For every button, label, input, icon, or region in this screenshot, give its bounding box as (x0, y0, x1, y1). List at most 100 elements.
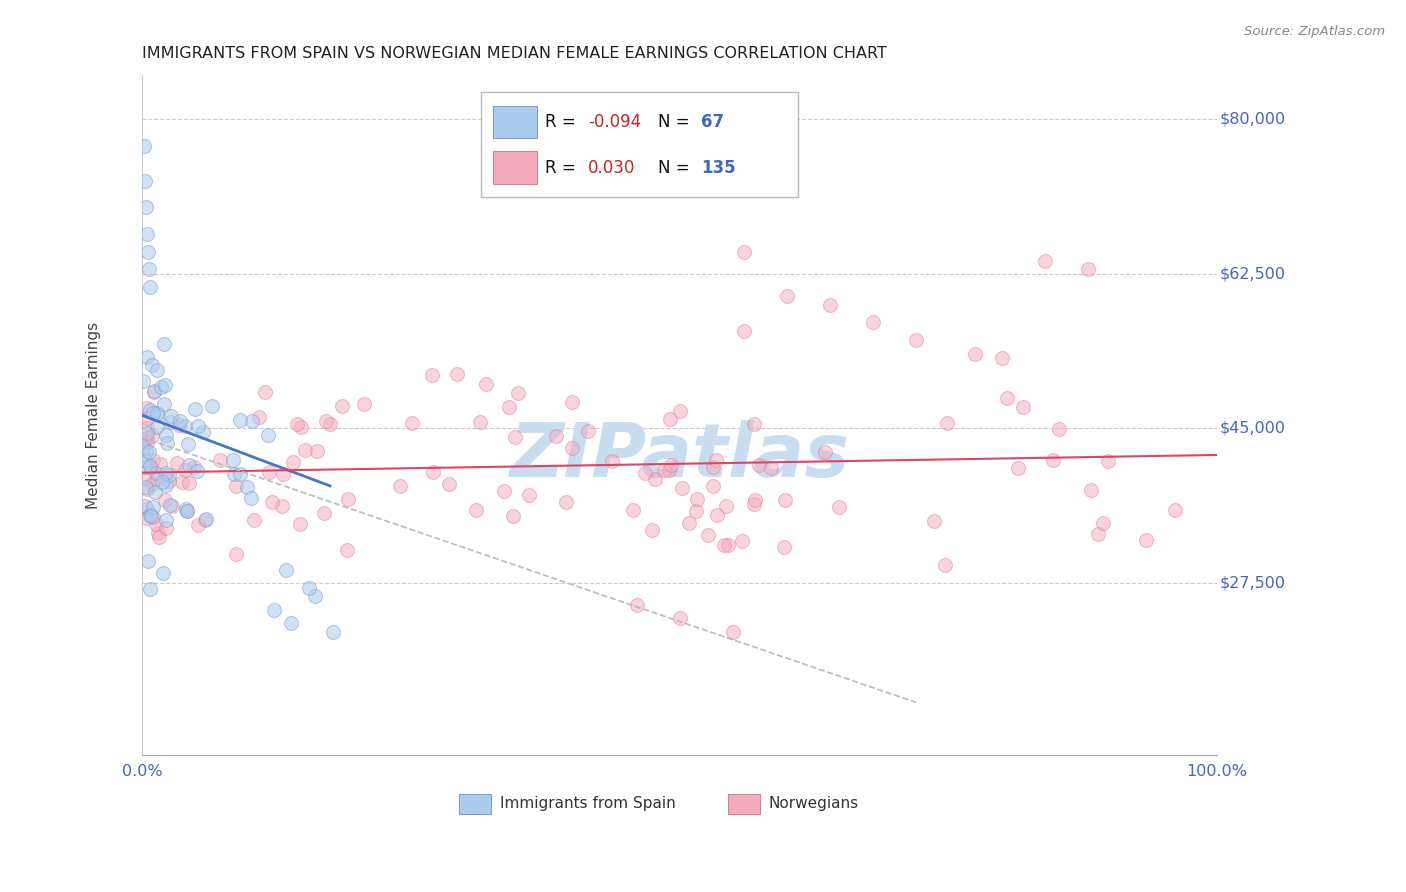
Point (139, 508, 162, 522)
Point (177, 475, 200, 490)
Point (1097, 454, 1119, 468)
Text: Source: ZipAtlas.com: Source: ZipAtlas.com (1244, 25, 1385, 38)
Point (304, 590, 326, 604)
Text: Median Female Earnings: Median Female Earnings (86, 322, 101, 508)
Point (659, 412, 682, 426)
Point (1047, 422, 1070, 436)
Point (194, 513, 217, 527)
Point (818, 298, 841, 312)
Point (257, 427, 280, 442)
Point (319, 417, 342, 432)
Point (138, 582, 160, 596)
Point (685, 491, 707, 506)
Point (322, 624, 344, 639)
Point (464, 503, 486, 517)
Point (136, 421, 159, 435)
Text: -0.094: -0.094 (588, 113, 641, 131)
Point (814, 445, 837, 459)
Point (136, 425, 159, 440)
Point (132, 442, 155, 456)
Point (135, 480, 157, 494)
Point (731, 533, 754, 548)
Point (141, 429, 163, 443)
Point (145, 516, 167, 531)
Point (270, 499, 292, 513)
Point (136, 431, 159, 445)
Point (401, 416, 423, 430)
Point (714, 499, 737, 513)
Point (280, 615, 302, 630)
Point (905, 333, 928, 347)
Point (508, 386, 530, 401)
Point (420, 368, 443, 383)
Point (924, 514, 946, 528)
Point (187, 517, 209, 532)
Point (176, 503, 198, 517)
Point (132, 374, 155, 388)
Text: R =: R = (546, 159, 581, 178)
Point (748, 458, 770, 473)
Point (193, 425, 215, 439)
Point (156, 435, 179, 450)
Point (183, 459, 205, 474)
Point (862, 315, 884, 329)
Text: N =: N = (658, 159, 695, 178)
Point (222, 453, 245, 467)
Point (136, 482, 159, 496)
Point (146, 407, 169, 421)
Point (222, 467, 245, 481)
Point (243, 513, 266, 527)
Point (141, 453, 163, 467)
Point (208, 453, 231, 467)
Point (641, 523, 664, 537)
Point (134, 452, 156, 467)
Point (150, 380, 173, 394)
Point (733, 324, 755, 338)
Point (159, 498, 181, 512)
Point (145, 467, 167, 481)
Point (145, 473, 167, 487)
Point (288, 517, 311, 532)
Point (136, 351, 159, 365)
Point (136, 554, 159, 568)
Point (176, 503, 198, 517)
Point (546, 429, 568, 443)
Point (143, 484, 166, 499)
Point (138, 262, 160, 277)
Point (1092, 516, 1115, 531)
Point (290, 420, 312, 434)
Point (263, 602, 285, 616)
Text: $27,500: $27,500 (1219, 575, 1285, 591)
Point (298, 581, 321, 595)
Point (446, 367, 468, 381)
FancyBboxPatch shape (494, 151, 537, 184)
Point (146, 420, 169, 434)
Point (336, 542, 359, 557)
Point (143, 384, 166, 399)
Point (828, 500, 851, 514)
Point (135, 444, 157, 458)
Point (274, 563, 297, 577)
Point (668, 611, 690, 625)
Point (294, 443, 316, 458)
Point (136, 411, 159, 425)
Point (494, 484, 516, 499)
Point (155, 478, 177, 492)
Point (995, 392, 1018, 406)
Point (141, 358, 163, 372)
Point (561, 395, 583, 409)
Point (678, 516, 700, 531)
Point (142, 384, 165, 398)
Point (157, 468, 180, 483)
Point (936, 416, 959, 430)
Point (177, 458, 200, 472)
Text: Norwegians: Norwegians (769, 797, 859, 812)
Point (167, 418, 190, 433)
Point (253, 384, 276, 399)
Point (229, 413, 252, 427)
Point (991, 351, 1014, 365)
Point (139, 280, 162, 294)
Point (702, 478, 724, 492)
Point (160, 409, 183, 424)
Point (702, 460, 724, 475)
